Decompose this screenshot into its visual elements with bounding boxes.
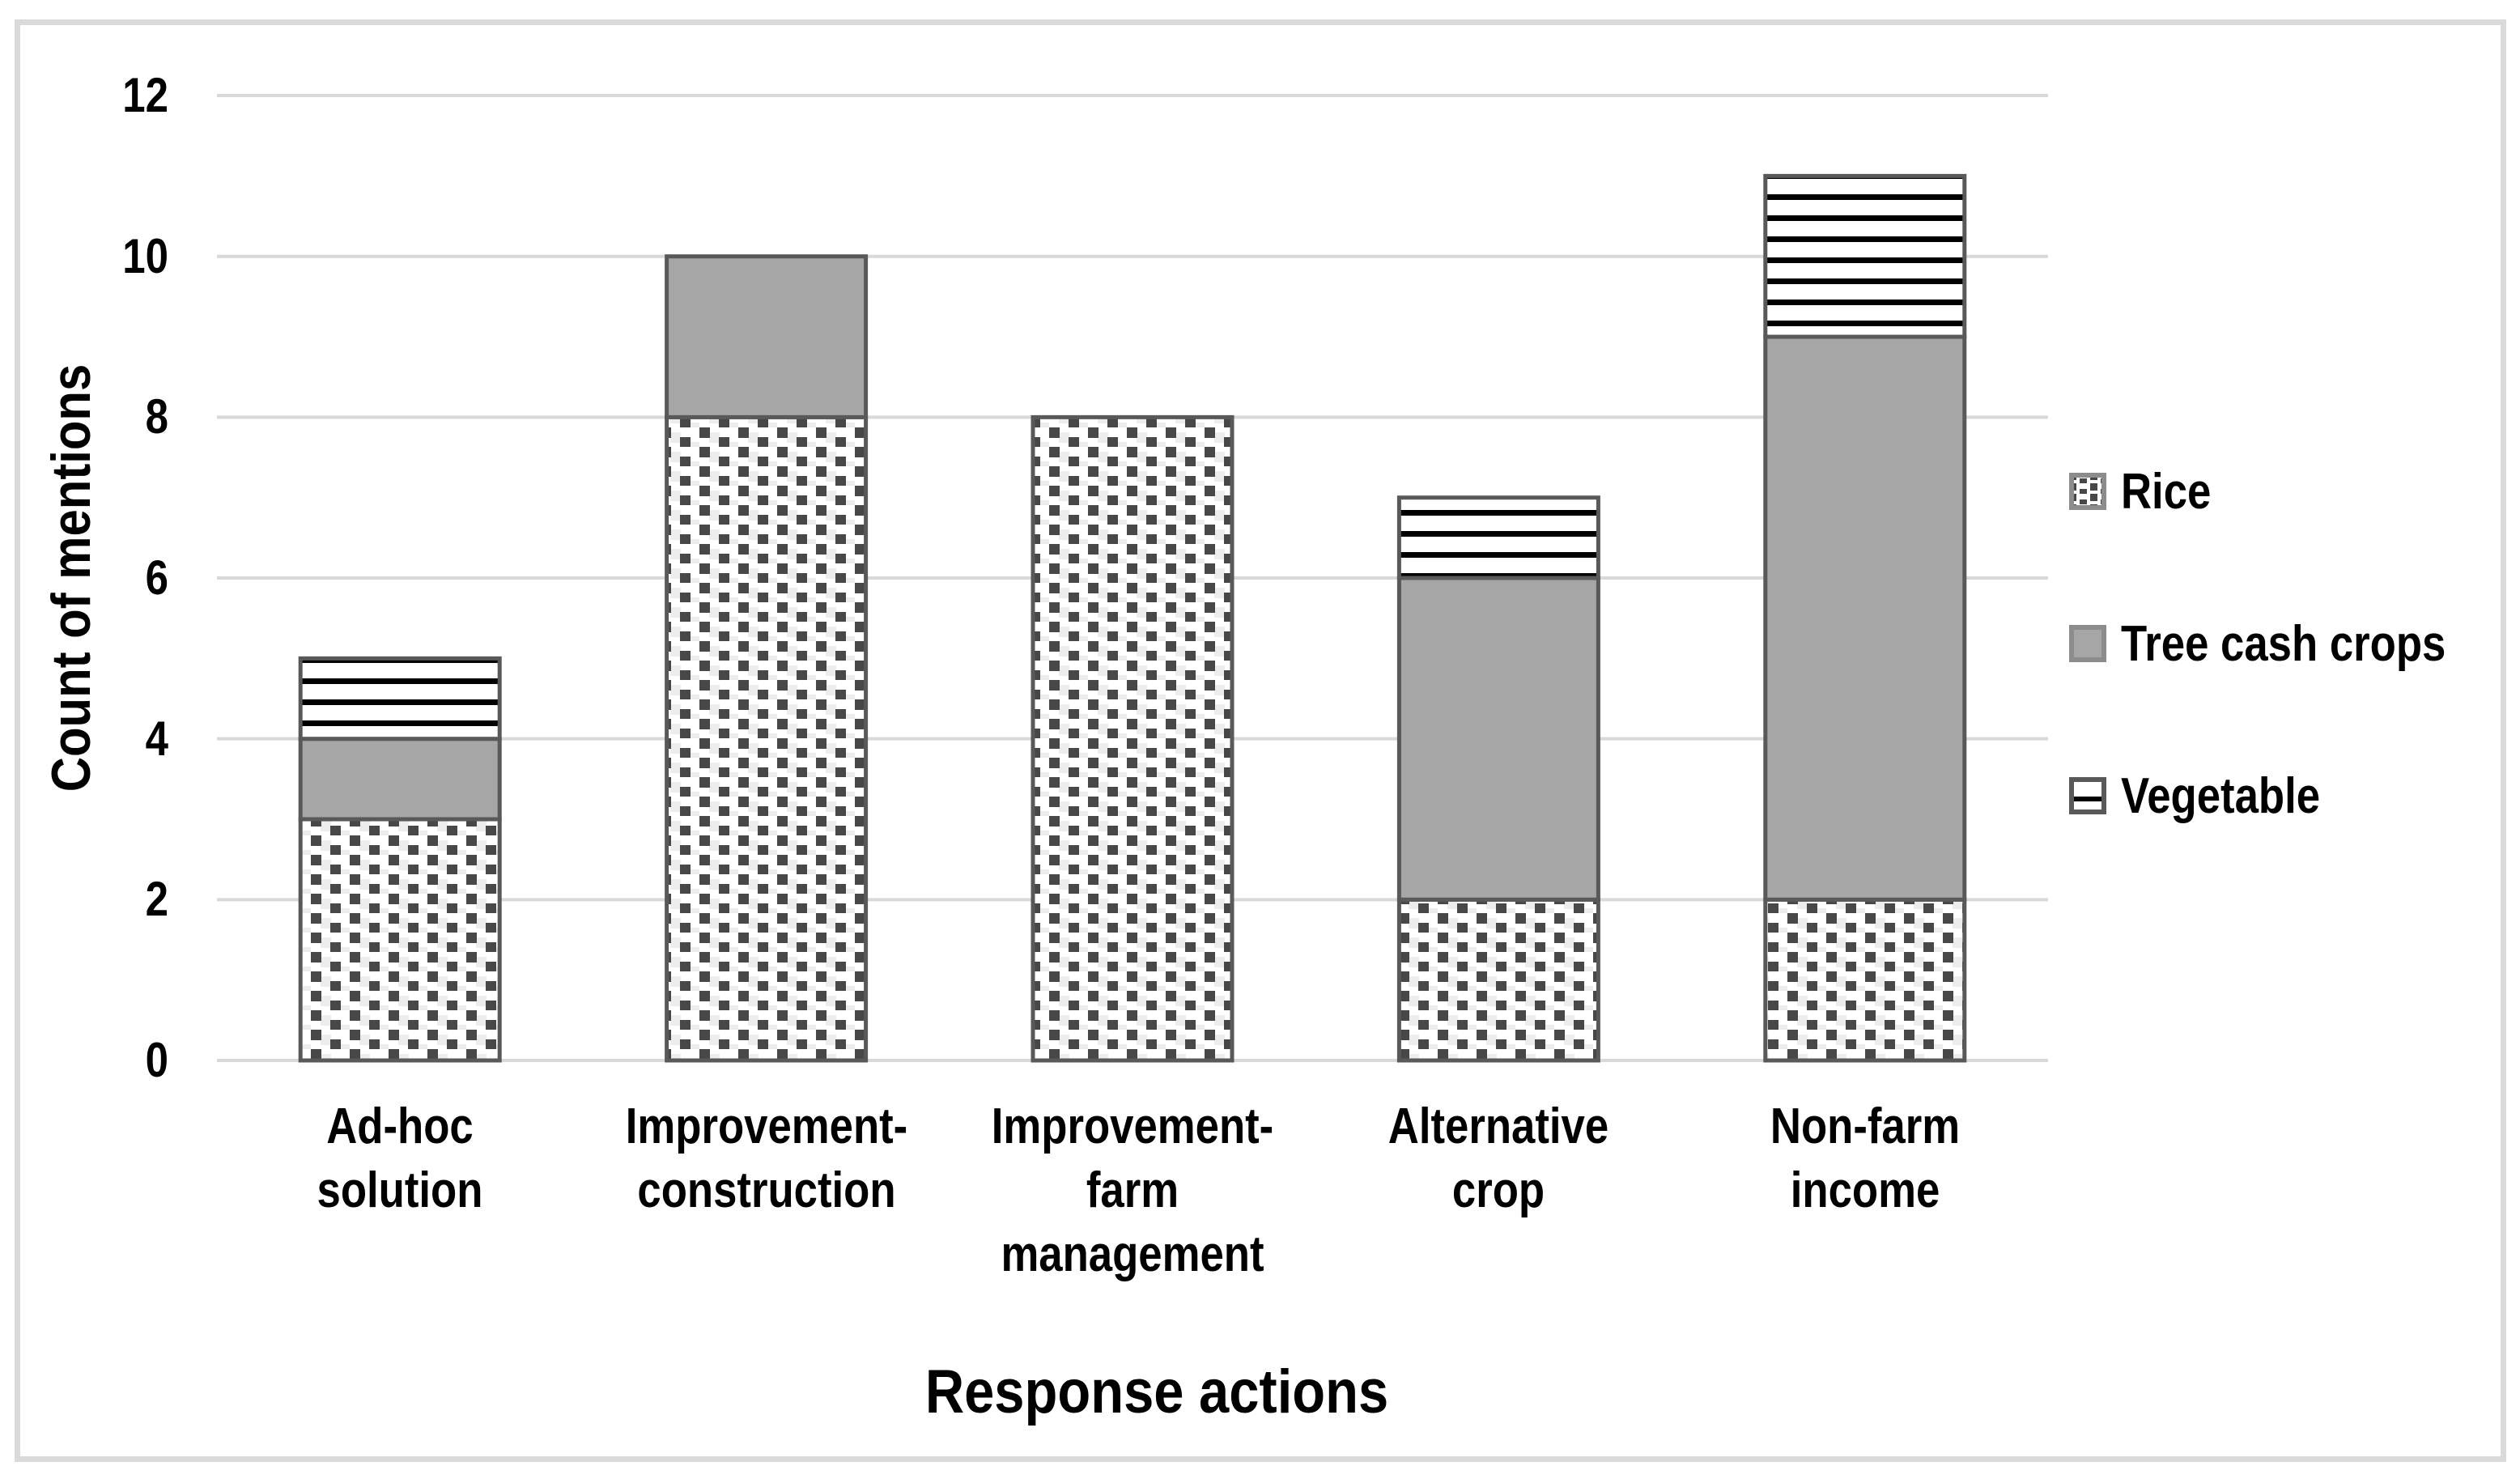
category-label-3: Improvement- farm management (991, 1098, 1274, 1282)
bar-segment-rice-1 (298, 817, 502, 1063)
bar-segment-vegetable-4 (1396, 495, 1600, 580)
bar-segment-vegetable-1 (298, 656, 502, 742)
y-tick-label-2: 2 (145, 872, 168, 927)
legend-item-tree-cash-crops: Tree cash crops (2069, 616, 2503, 672)
category-label-2: Improvement- construction (625, 1098, 907, 1218)
bar-segment-rice-5 (1763, 897, 1967, 1063)
bars-group (298, 173, 1967, 1063)
bar-segment-vegetable-5 (1763, 173, 1967, 339)
rice-pattern-swatch-icon (2069, 473, 2106, 510)
bar-segment-tree-cash-crops-1 (298, 737, 502, 822)
bar-segment-tree-cash-crops-5 (1763, 334, 1967, 902)
y-tick-label-0: 0 (145, 1033, 168, 1087)
bar-segment-tree-cash-crops-4 (1396, 576, 1600, 902)
bar-segment-rice-4 (1396, 897, 1600, 1063)
bar-segment-rice-3 (1031, 414, 1235, 1063)
legend-item-rice: Rice (2069, 464, 2227, 520)
legend-label-rice: Rice (2121, 463, 2212, 520)
stripe-pattern-swatch-icon (2069, 777, 2106, 814)
legend-label-vegetable: Vegetable (2121, 767, 2321, 824)
gray-fill-swatch-icon (2069, 625, 2106, 662)
category-label-4: Alternative crop (1388, 1098, 1609, 1218)
y-tick-label-8: 8 (145, 389, 168, 444)
bar-segment-rice-2 (665, 414, 869, 1063)
bar-segment-tree-cash-crops-2 (665, 254, 869, 419)
y-axis-title: Count of mentions (40, 363, 102, 792)
y-tick-label-6: 6 (145, 550, 168, 606)
y-tick-label-12: 12 (122, 68, 168, 123)
legend-item-vegetable: Vegetable (2069, 768, 2355, 824)
y-tick-label-10: 10 (122, 228, 168, 283)
category-label-5: Non-farm income (1770, 1098, 1960, 1218)
x-axis-title: Response actions (924, 1358, 1389, 1426)
legend-label-tree-cash-crops: Tree cash crops (2121, 615, 2446, 672)
y-tick-label-4: 4 (145, 711, 168, 766)
category-label-1: Ad-hoc solution (317, 1098, 483, 1218)
